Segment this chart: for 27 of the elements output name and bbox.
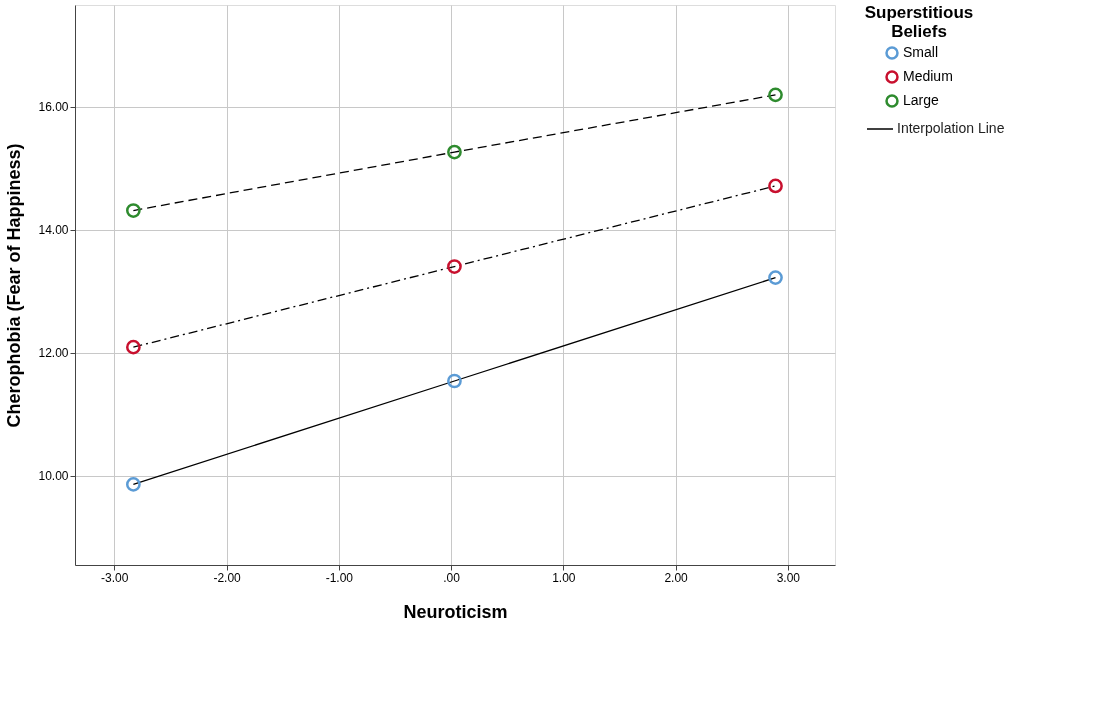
y-tick-label: 12.00 <box>38 346 69 361</box>
point <box>126 203 141 218</box>
y-tick-label: 10.00 <box>38 469 69 484</box>
legend-label: Small <box>903 44 939 60</box>
x-tick-label: .00 <box>443 570 461 585</box>
y-tick-label: 16.00 <box>38 100 69 115</box>
legend-title: Superstitious Beliefs <box>864 3 974 41</box>
y-axis-title: Cherophobia (Fear of Happiness) <box>4 143 25 428</box>
x-tick-label: -1.00 <box>325 570 354 585</box>
x-tick-label: 1.00 <box>552 570 576 585</box>
point <box>447 144 462 160</box>
text: Interpolation Line <box>897 120 1005 136</box>
x-tick-label: 2.00 <box>664 570 689 585</box>
legend-label: Medium <box>903 68 953 84</box>
x-tick-label: -2.00 <box>213 570 242 585</box>
point <box>126 339 141 355</box>
x-tick-label: -3.00 <box>101 570 129 585</box>
point <box>447 373 462 389</box>
x-axis-title: Neuroticism <box>403 601 508 622</box>
x-tick-label: 3.00 <box>776 570 801 585</box>
point <box>768 178 783 194</box>
point <box>126 477 141 492</box>
legend-label: Large <box>903 92 940 108</box>
point <box>768 87 783 103</box>
point <box>768 270 783 285</box>
point <box>447 259 462 274</box>
y-tick-label: 14.00 <box>38 223 69 238</box>
